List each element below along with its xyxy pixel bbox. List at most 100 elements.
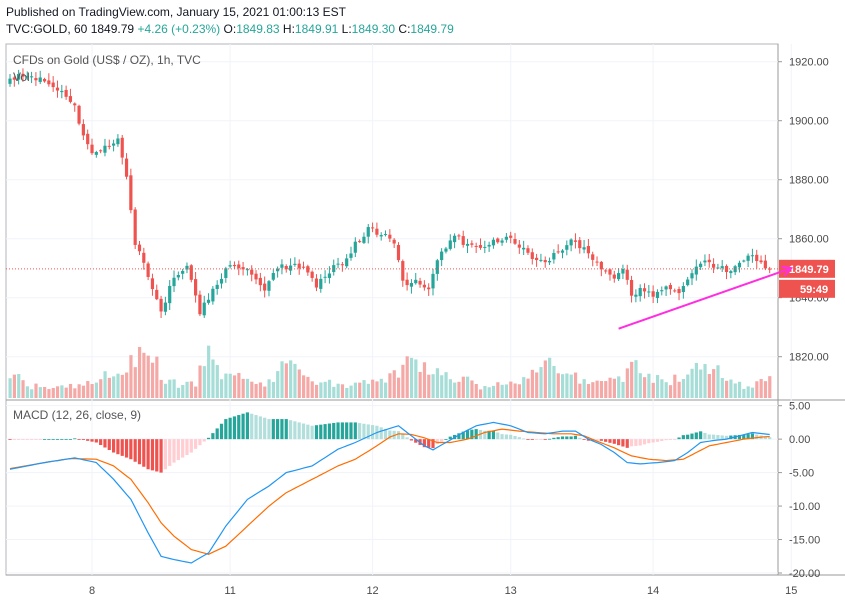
candle-body [254, 273, 258, 280]
candle [586, 238, 590, 259]
macd-histogram-bar [293, 421, 297, 440]
candle-body [509, 235, 513, 238]
candle-body [560, 250, 565, 253]
macd-histogram-bar [38, 439, 42, 440]
volume-bar [254, 383, 258, 398]
volume-bar [414, 359, 418, 398]
candle [543, 256, 547, 268]
candle [353, 237, 357, 258]
price-tick-label: 1820.00 [789, 352, 829, 364]
volume-bar [733, 383, 737, 398]
candle-body [55, 87, 60, 91]
candle [625, 264, 629, 285]
x-tick-label: 8 [89, 585, 95, 597]
macd-histogram-bar [297, 422, 301, 440]
candle [232, 261, 237, 269]
candle [573, 233, 578, 249]
volume-bar [241, 378, 245, 398]
volume-bar [595, 380, 599, 398]
volume-bar [660, 379, 664, 398]
candle-body [465, 243, 470, 246]
volume-bar [755, 381, 759, 398]
macd-histogram-bar [491, 430, 496, 440]
candle [522, 240, 526, 255]
candle-body [336, 263, 340, 265]
x-tick-label: 15 [785, 585, 797, 597]
volume-bar [392, 370, 396, 398]
volume-bar [30, 389, 34, 398]
candle-body [547, 261, 552, 263]
macd-histogram-bar [396, 431, 401, 440]
candle-body [189, 265, 193, 280]
macd-histogram-bar [401, 434, 405, 440]
candle-body [440, 251, 444, 261]
macd-histogram-bar [250, 413, 254, 440]
candle [263, 276, 267, 298]
candle [552, 249, 556, 264]
volume-bar [664, 382, 668, 398]
candle [729, 269, 733, 279]
candle [198, 290, 202, 317]
candle [86, 129, 90, 150]
volume-bar [586, 384, 591, 398]
candle-body [129, 175, 133, 211]
candle [509, 231, 513, 244]
candle-body [612, 274, 616, 279]
macd-line [9, 421, 770, 564]
candle-body [250, 269, 254, 275]
candle [530, 248, 534, 265]
candle [470, 240, 474, 248]
candle [211, 286, 215, 305]
candle-body [435, 260, 439, 274]
macd-histogram-bar [405, 437, 409, 440]
candle [483, 240, 487, 254]
candle [427, 283, 431, 296]
macd-histogram-bar [440, 439, 444, 442]
macd-histogram-bar [383, 428, 388, 440]
candle-body [457, 235, 461, 237]
candle [465, 238, 470, 254]
candle-body [263, 283, 267, 291]
candle [297, 259, 301, 275]
macd-histogram-bar [711, 434, 716, 440]
volume-bar [142, 352, 146, 398]
macd-histogram-bar [694, 432, 698, 440]
candle [664, 285, 668, 297]
candle-body [60, 90, 64, 93]
candle [418, 277, 422, 288]
candle-body [280, 264, 284, 268]
candle [34, 72, 38, 86]
candle [271, 269, 275, 282]
candle-body [86, 133, 90, 145]
volume-bar [314, 384, 319, 398]
candle [181, 268, 185, 280]
macd-histogram-bar [168, 439, 172, 466]
macd-histogram-bar [349, 422, 353, 440]
candle-body [694, 266, 698, 275]
macd-histogram-bar [638, 439, 642, 446]
candle [591, 251, 595, 267]
macd-histogram-bar [323, 424, 327, 440]
volume-bar [530, 369, 534, 398]
candle-body [293, 263, 297, 265]
macd-histogram-bar [340, 422, 344, 440]
candle [496, 237, 500, 244]
macd-histogram-bar [280, 419, 284, 440]
macd-histogram-bar [444, 439, 448, 440]
candle [17, 69, 21, 85]
macd-histogram-bar [604, 439, 608, 442]
candle [711, 258, 716, 274]
volume-bar [638, 373, 642, 398]
candle-body [379, 235, 383, 237]
macd-histogram-bar [42, 439, 47, 440]
candle-body [478, 245, 483, 248]
macd-histogram-bar [673, 439, 677, 440]
high-value: 1849.91 [294, 22, 339, 36]
volume-bar [690, 368, 694, 398]
macd-histogram-bar [681, 435, 685, 440]
price-tick-label: 1900.00 [789, 116, 829, 128]
volume-bar [522, 377, 526, 398]
volume-bar [431, 374, 435, 398]
volume-bar [466, 376, 470, 398]
